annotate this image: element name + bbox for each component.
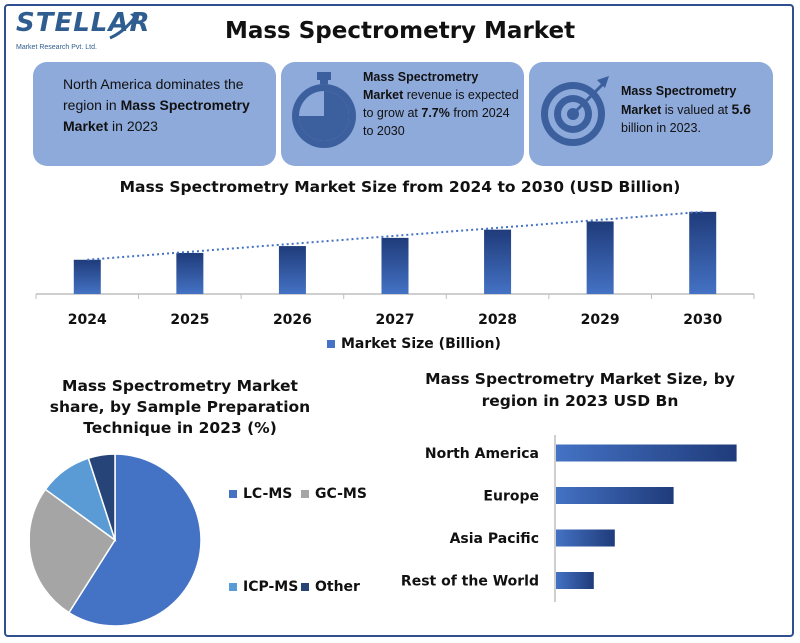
bar-2024 [73,259,101,294]
logo-wordmark: STELLAR [16,8,151,38]
bar-legend: Market Size (Billion) [327,336,501,352]
card3-post: billion in 2023. [621,121,701,135]
card2-post: from 2024 to 2030 [363,106,510,138]
bar-x-tick-label: 2025 [170,312,209,328]
bar-2029 [586,221,614,294]
card2-bold: Mass Spectrometry Market [363,70,479,102]
bar-chart-title: Mass Spectrometry Market Size from 2024 … [119,178,681,196]
region-bar-Rest of the World [556,572,594,589]
bar-2025 [176,252,204,294]
page-title: Mass Spectrometry Market [224,18,576,44]
bar-x-tick-label: 2024 [68,312,107,328]
card3-text: Mass Spectrometry Market is valued at 5.… [621,82,767,137]
bar-2028 [484,229,512,294]
region-chart-title: Mass Spectrometry Market Size, by region… [425,370,735,410]
icpms-swatch [229,583,237,591]
bar-2030 [689,211,717,294]
pie-chart-title: Mass Spectrometry Market share, by Sampl… [49,377,311,437]
card2-value: 7.7% [421,106,450,120]
icpms-label: ICP-MS [243,579,299,595]
bar-2026 [278,246,306,294]
bar-x-tick-label: 2030 [683,312,722,328]
sample-prep-pie-chart [30,453,202,627]
card3-value: 5.6 [731,101,751,117]
logo-tagline: Market Research Pvt. Ltd. [16,44,97,51]
region-label: Asia Pacific [450,531,539,547]
pie-slice-GC-MS [30,488,117,614]
card2-mid: revenue is expected to grow at [363,88,519,120]
region-bar-chart: North America Europe Asia Pacific Rest of t… [401,435,737,602]
logo-arrow-icon [109,12,140,40]
region-bar-Asia Pacific [556,529,615,547]
card1-post: in 2023 [108,118,158,134]
pie-legend-other: Other [301,579,360,595]
gcms-label: GC-MS [315,486,367,502]
bar-x-tick-label: 2028 [478,312,517,328]
card1-bold: Mass Spectrometry Market [63,97,250,134]
bar-x-tick-label: 2029 [581,312,620,328]
region-bar-North America [556,444,737,462]
card3-bold: Mass Spectrometry Market [621,84,737,117]
pie-slice-LC-MS [67,453,202,627]
pie-legend-icpms: ICP-MS [229,579,298,595]
bar-x-tick-label: 2027 [376,312,415,328]
bar-x-tick-label: 2026 [273,312,312,328]
lcms-swatch [229,490,237,498]
region-label: Rest of the World [401,574,539,590]
info-card-region: North America dominates the region in Ma… [33,62,276,166]
region-bar-Europe [556,487,674,504]
market-size-bar-chart: 2024 2025 2026 2027 2028 2029 2030 [35,210,755,328]
pie-slice-Other [87,453,116,541]
other-swatch [301,583,309,591]
target-icon [541,76,609,146]
pie-legend-gcms: GC-MS [301,486,367,502]
page-frame [4,4,794,637]
gcms-swatch [301,490,309,498]
stopwatch-icon [292,72,356,148]
card2-text: Mass Spectrometry Market revenue is expe… [363,68,519,140]
pie-legend-lcms: LC-MS [229,486,292,502]
bar-legend-swatch [327,340,335,348]
region-label: North America [425,446,539,462]
lcms-label: LC-MS [243,486,293,502]
bar-2027 [381,237,409,294]
card1-text: North America dominates the region in [63,76,244,113]
info-card-growth: Mass Spectrometry Market revenue is expe… [281,62,524,166]
stellar-logo: STELLAR Market Research Pvt. Ltd. [12,8,150,58]
info-card-valuation: Mass Spectrometry Market is valued at 5.… [529,62,773,166]
bar-legend-label: Market Size (Billion) [341,336,501,352]
region-label: Europe [483,489,539,505]
card3-mid: is valued at [661,103,732,117]
other-label: Other [315,579,360,595]
